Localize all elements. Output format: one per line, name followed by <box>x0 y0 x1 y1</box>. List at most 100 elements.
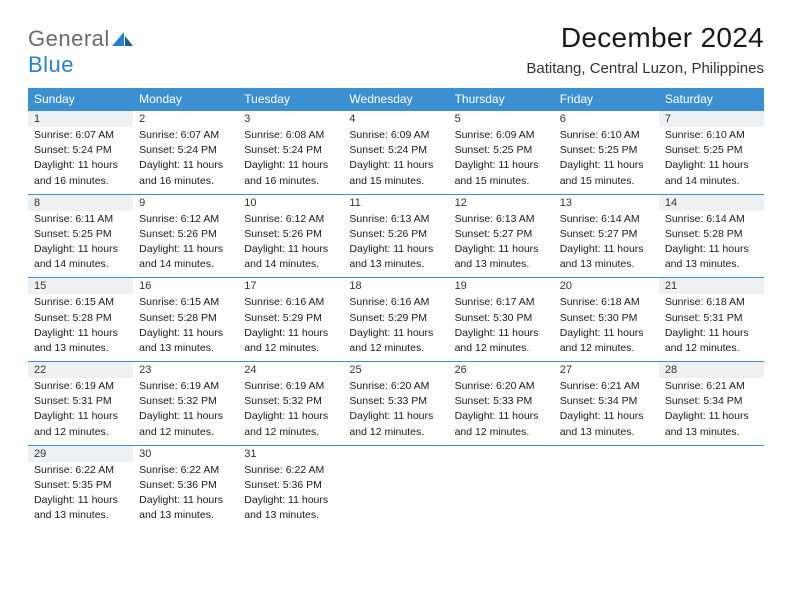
day-header: Tuesday <box>238 88 343 110</box>
calendar-cell <box>659 446 764 529</box>
cell-sunrise: Sunrise: 6:15 AM <box>34 295 127 309</box>
cell-dl2: and 13 minutes. <box>34 508 127 522</box>
cell-sunset: Sunset: 5:27 PM <box>455 227 548 241</box>
cell-dl2: and 13 minutes. <box>244 508 337 522</box>
cell-dl1: Daylight: 11 hours <box>139 158 232 172</box>
calendar-cell: 31Sunrise: 6:22 AMSunset: 5:36 PMDayligh… <box>238 446 343 529</box>
cell-dl1: Daylight: 11 hours <box>139 409 232 423</box>
day-number-row: 20 <box>554 278 659 294</box>
calendar-cell: 11Sunrise: 6:13 AMSunset: 5:26 PMDayligh… <box>343 195 448 278</box>
cell-dl1: Daylight: 11 hours <box>34 409 127 423</box>
day-header: Saturday <box>659 88 764 110</box>
cell-sunrise: Sunrise: 6:09 AM <box>349 128 442 142</box>
cell-dl1: Daylight: 11 hours <box>560 158 653 172</box>
cell-sunset: Sunset: 5:29 PM <box>244 311 337 325</box>
cell-sunset: Sunset: 5:29 PM <box>349 311 442 325</box>
calendar-cell: 30Sunrise: 6:22 AMSunset: 5:36 PMDayligh… <box>133 446 238 529</box>
day-number: 30 <box>139 448 232 460</box>
day-number-row: 24 <box>238 362 343 378</box>
cell-sunset: Sunset: 5:31 PM <box>34 394 127 408</box>
cell-dl2: and 12 minutes. <box>34 425 127 439</box>
day-number: 8 <box>34 197 127 209</box>
day-header: Sunday <box>28 88 133 110</box>
cell-sunrise: Sunrise: 6:12 AM <box>244 212 337 226</box>
calendar-cell: 1Sunrise: 6:07 AMSunset: 5:24 PMDaylight… <box>28 111 133 194</box>
week-row: 1Sunrise: 6:07 AMSunset: 5:24 PMDaylight… <box>28 110 764 194</box>
cell-dl2: and 14 minutes. <box>244 257 337 271</box>
calendar-cell: 18Sunrise: 6:16 AMSunset: 5:29 PMDayligh… <box>343 278 448 361</box>
cell-dl1: Daylight: 11 hours <box>349 409 442 423</box>
cell-dl1: Daylight: 11 hours <box>455 326 548 340</box>
page-title: December 2024 <box>526 22 764 54</box>
calendar-cell: 4Sunrise: 6:09 AMSunset: 5:24 PMDaylight… <box>343 111 448 194</box>
header: General Blue December 2024 Batitang, Cen… <box>28 22 764 78</box>
day-number-row: 26 <box>449 362 554 378</box>
cell-dl1: Daylight: 11 hours <box>139 326 232 340</box>
week-row: 22Sunrise: 6:19 AMSunset: 5:31 PMDayligh… <box>28 361 764 445</box>
cell-sunset: Sunset: 5:27 PM <box>560 227 653 241</box>
cell-sunset: Sunset: 5:31 PM <box>665 311 758 325</box>
cell-dl1: Daylight: 11 hours <box>455 409 548 423</box>
calendar-cell: 3Sunrise: 6:08 AMSunset: 5:24 PMDaylight… <box>238 111 343 194</box>
cell-dl2: and 12 minutes. <box>244 425 337 439</box>
cell-dl1: Daylight: 11 hours <box>560 326 653 340</box>
calendar-cell: 29Sunrise: 6:22 AMSunset: 5:35 PMDayligh… <box>28 446 133 529</box>
cell-dl2: and 16 minutes. <box>34 174 127 188</box>
cell-dl2: and 13 minutes. <box>139 341 232 355</box>
day-header-row: SundayMondayTuesdayWednesdayThursdayFrid… <box>28 88 764 110</box>
day-number: 4 <box>349 113 442 125</box>
cell-dl1: Daylight: 11 hours <box>349 158 442 172</box>
cell-dl1: Daylight: 11 hours <box>665 409 758 423</box>
calendar-cell: 20Sunrise: 6:18 AMSunset: 5:30 PMDayligh… <box>554 278 659 361</box>
cell-dl1: Daylight: 11 hours <box>244 158 337 172</box>
cell-sunrise: Sunrise: 6:07 AM <box>34 128 127 142</box>
cell-sunrise: Sunrise: 6:21 AM <box>560 379 653 393</box>
cell-dl2: and 12 minutes. <box>139 425 232 439</box>
cell-dl1: Daylight: 11 hours <box>244 493 337 507</box>
calendar: SundayMondayTuesdayWednesdayThursdayFrid… <box>28 88 764 528</box>
calendar-cell: 12Sunrise: 6:13 AMSunset: 5:27 PMDayligh… <box>449 195 554 278</box>
cell-sunset: Sunset: 5:35 PM <box>34 478 127 492</box>
header-right: December 2024 Batitang, Central Luzon, P… <box>526 22 764 77</box>
cell-dl2: and 12 minutes. <box>560 341 653 355</box>
calendar-cell: 24Sunrise: 6:19 AMSunset: 5:32 PMDayligh… <box>238 362 343 445</box>
day-header: Monday <box>133 88 238 110</box>
cell-dl2: and 13 minutes. <box>34 341 127 355</box>
cell-sunset: Sunset: 5:26 PM <box>349 227 442 241</box>
day-number-row: 23 <box>133 362 238 378</box>
calendar-cell: 5Sunrise: 6:09 AMSunset: 5:25 PMDaylight… <box>449 111 554 194</box>
cell-dl2: and 15 minutes. <box>560 174 653 188</box>
calendar-cell <box>554 446 659 529</box>
calendar-cell: 14Sunrise: 6:14 AMSunset: 5:28 PMDayligh… <box>659 195 764 278</box>
calendar-cell: 16Sunrise: 6:15 AMSunset: 5:28 PMDayligh… <box>133 278 238 361</box>
day-number: 31 <box>244 448 337 460</box>
cell-sunset: Sunset: 5:33 PM <box>349 394 442 408</box>
day-number: 15 <box>34 280 127 292</box>
week-row: 29Sunrise: 6:22 AMSunset: 5:35 PMDayligh… <box>28 445 764 529</box>
day-number-row: 12 <box>449 195 554 211</box>
cell-sunset: Sunset: 5:32 PM <box>244 394 337 408</box>
calendar-cell: 15Sunrise: 6:15 AMSunset: 5:28 PMDayligh… <box>28 278 133 361</box>
day-number-row: 13 <box>554 195 659 211</box>
cell-sunrise: Sunrise: 6:20 AM <box>455 379 548 393</box>
cell-dl1: Daylight: 11 hours <box>560 409 653 423</box>
day-number: 3 <box>244 113 337 125</box>
calendar-cell: 7Sunrise: 6:10 AMSunset: 5:25 PMDaylight… <box>659 111 764 194</box>
day-number: 20 <box>560 280 653 292</box>
week-row: 15Sunrise: 6:15 AMSunset: 5:28 PMDayligh… <box>28 277 764 361</box>
cell-sunrise: Sunrise: 6:18 AM <box>665 295 758 309</box>
cell-dl2: and 12 minutes. <box>349 425 442 439</box>
cell-sunset: Sunset: 5:28 PM <box>665 227 758 241</box>
cell-sunset: Sunset: 5:36 PM <box>139 478 232 492</box>
day-number: 6 <box>560 113 653 125</box>
cell-sunset: Sunset: 5:34 PM <box>560 394 653 408</box>
cell-sunset: Sunset: 5:25 PM <box>665 143 758 157</box>
cell-dl2: and 12 minutes. <box>665 341 758 355</box>
cell-dl1: Daylight: 11 hours <box>139 493 232 507</box>
cell-sunset: Sunset: 5:28 PM <box>34 311 127 325</box>
cell-sunrise: Sunrise: 6:22 AM <box>244 463 337 477</box>
calendar-cell: 26Sunrise: 6:20 AMSunset: 5:33 PMDayligh… <box>449 362 554 445</box>
cell-dl1: Daylight: 11 hours <box>665 242 758 256</box>
week-row: 8Sunrise: 6:11 AMSunset: 5:25 PMDaylight… <box>28 194 764 278</box>
cell-sunset: Sunset: 5:28 PM <box>139 311 232 325</box>
